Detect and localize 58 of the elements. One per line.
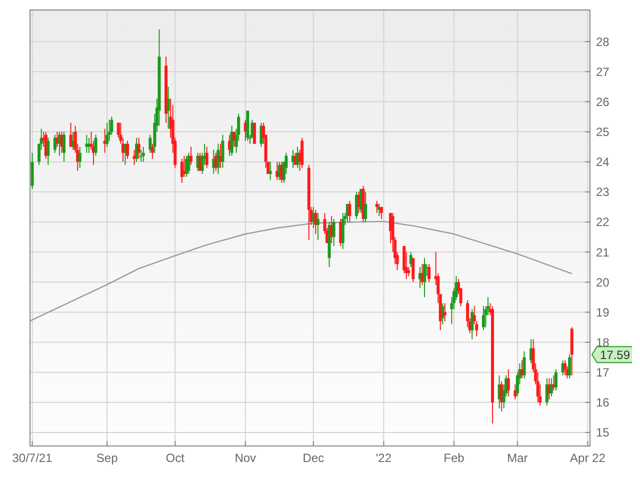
- x-tick-label: '22: [376, 451, 392, 465]
- candlestick: [332, 218, 336, 247]
- y-tick-label: 26: [596, 94, 610, 109]
- candlestick: [554, 368, 558, 391]
- y-tick-label: 21: [596, 245, 610, 260]
- x-tick-label: Mar: [507, 451, 528, 465]
- candlestick: [348, 200, 352, 222]
- text: 17.59: [600, 348, 630, 362]
- candlestick: [268, 161, 272, 180]
- x-tick-label: Oct: [166, 451, 186, 465]
- x-tick-label: Sep: [96, 451, 118, 465]
- candlestick: [142, 146, 145, 162]
- y-tick-label: 28: [596, 34, 610, 49]
- candlestick: [150, 143, 154, 160]
- y-tick-label: 25: [596, 124, 610, 139]
- candlestick: [314, 209, 318, 235]
- candlestick: [166, 86, 170, 130]
- candlestick: [135, 137, 138, 162]
- y-tick-label: 23: [596, 185, 610, 200]
- candlestick: [380, 206, 383, 220]
- candlestick: [94, 134, 98, 156]
- x-tick-label: Nov: [234, 451, 256, 465]
- candlestick: [205, 146, 208, 168]
- y-tick-label: 27: [596, 64, 610, 79]
- x-tick-label: Feb: [444, 451, 465, 465]
- candlestick: [564, 360, 567, 376]
- candlestick: [482, 306, 485, 331]
- candlestick: [522, 350, 526, 379]
- candlestick: [252, 122, 256, 144]
- candlestick: [46, 137, 50, 166]
- candlestick: [189, 146, 192, 166]
- candlestick: [443, 302, 446, 322]
- candlestick: [187, 152, 190, 174]
- candlestick: [106, 122, 109, 148]
- candlestick: [514, 384, 517, 400]
- y-tick-label: 19: [596, 305, 610, 320]
- y-tick-label: 16: [596, 396, 610, 410]
- candlestick: [568, 354, 572, 379]
- candlestick: [428, 264, 431, 283]
- x-tick-label: 30/7/21: [12, 451, 53, 465]
- x-tick-label: Dec: [302, 451, 324, 465]
- candlestick: [126, 140, 129, 160]
- candlestick: [316, 212, 320, 241]
- y-tick-label: 20: [596, 275, 610, 290]
- candlestick: [364, 191, 368, 222]
- candlestick: [62, 131, 66, 162]
- candlestick: [180, 158, 184, 184]
- candlestick: [78, 146, 82, 168]
- y-tick-label: 22: [596, 215, 610, 230]
- candlestick: [216, 143, 220, 174]
- x-tick-label: Apr 22: [570, 451, 606, 465]
- candlestick: [375, 200, 378, 214]
- candlestick: [137, 137, 140, 160]
- candlestick: [470, 308, 474, 340]
- y-tick-label: 18: [596, 335, 610, 350]
- y-tick-label: 17: [596, 366, 610, 380]
- y-tick-label: 24: [596, 155, 610, 170]
- y-tick-label: 15: [596, 426, 610, 440]
